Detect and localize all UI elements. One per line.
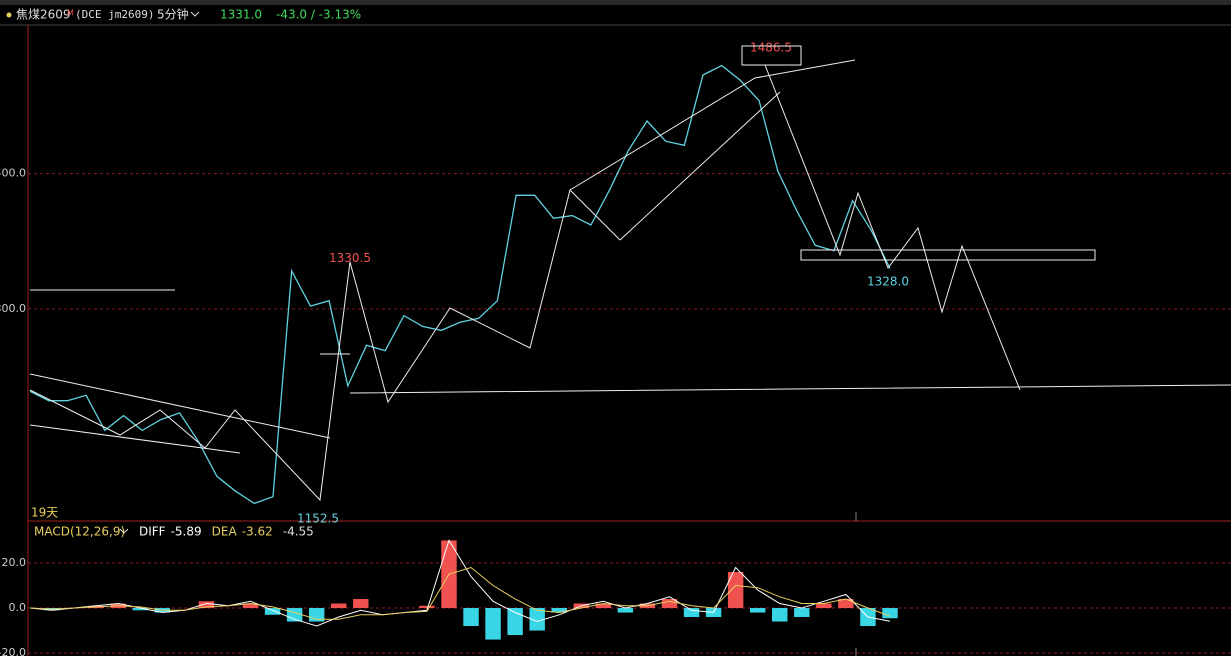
legend-name: DEA (212, 525, 238, 539)
period[interactable]: 5分钟 (157, 7, 189, 22)
macd-bar (661, 599, 678, 609)
last-price: 1331.0 (220, 8, 262, 22)
high-box (741, 45, 802, 66)
symbol: 焦煤2609 (16, 8, 71, 22)
legend-value: -3.62 (242, 525, 273, 539)
macd-line (29, 539, 891, 627)
price-panel: 1400.0 1300.0 1486.5 1330.5 1152.5 1328.0 19天 (0, 40, 1231, 526)
macd-bar (617, 608, 634, 613)
macd-bar (838, 599, 854, 609)
price-line (29, 64, 891, 505)
projection (764, 64, 1021, 391)
legend-value: -5.89 (171, 525, 202, 539)
macd-bar (419, 605, 435, 609)
header: 焦煤2609 M (DCE jm2609) 5分钟 1331.0 -43.0 /… (6, 7, 361, 22)
macd-bar (264, 608, 281, 615)
y-tick-label: 0.0 (9, 601, 27, 614)
macd-bar (242, 603, 259, 609)
macd-bar (772, 608, 788, 622)
legend-name: DIFF (139, 525, 166, 539)
price-annotation: 1328.0 (867, 274, 909, 288)
macd-bar (749, 608, 766, 613)
y-tick-label: -20.0 (0, 646, 26, 656)
macd-bar (485, 608, 501, 640)
macd-bar (794, 608, 810, 618)
change: -43.0 / -3.13% (276, 8, 361, 22)
macd-bar (727, 571, 744, 609)
macd-bar (882, 608, 898, 619)
price-annotation: 1330.5 (329, 251, 371, 265)
macd-line (29, 566, 891, 620)
macd-bar (132, 608, 148, 611)
macd-bar (816, 603, 832, 609)
macd-bar (683, 608, 700, 618)
status-dot (6, 12, 12, 18)
price-annotation: 1486.5 (750, 40, 792, 54)
trendlines (29, 289, 1231, 454)
macd-bar (595, 603, 612, 609)
macd-bar (353, 599, 369, 609)
macd-bar (529, 608, 545, 631)
macd-bar (331, 603, 347, 609)
period-label: 19天 (31, 506, 58, 520)
top-strip (0, 0, 1231, 5)
macd-title: MACD(12,26,9) (34, 525, 125, 539)
exchange: (DCE jm2609) (75, 8, 154, 21)
macd-bar (507, 608, 523, 636)
macd-bar (198, 601, 215, 609)
y-tick-label: 1300.0 (0, 302, 26, 315)
wave-lines (29, 59, 856, 502)
legend-value: -4.55 (283, 525, 314, 539)
macd-bar (551, 608, 567, 613)
price-annotation: 1152.5 (297, 512, 339, 526)
y-tick-label: 1400.0 (0, 167, 26, 180)
drawings (29, 45, 1231, 502)
macd-panel: 20.0 0.0 -20.0 MACD(12,26,9) DIFF -5.89 DEA -3.… (0, 525, 1231, 656)
macd-bar (463, 608, 479, 627)
macd-dropdown[interactable] (119, 528, 129, 534)
symbol-mark: M (67, 9, 74, 18)
y-tick-label: 20.0 (2, 556, 27, 569)
support-box (800, 249, 1096, 261)
period-dropdown[interactable] (190, 11, 200, 17)
